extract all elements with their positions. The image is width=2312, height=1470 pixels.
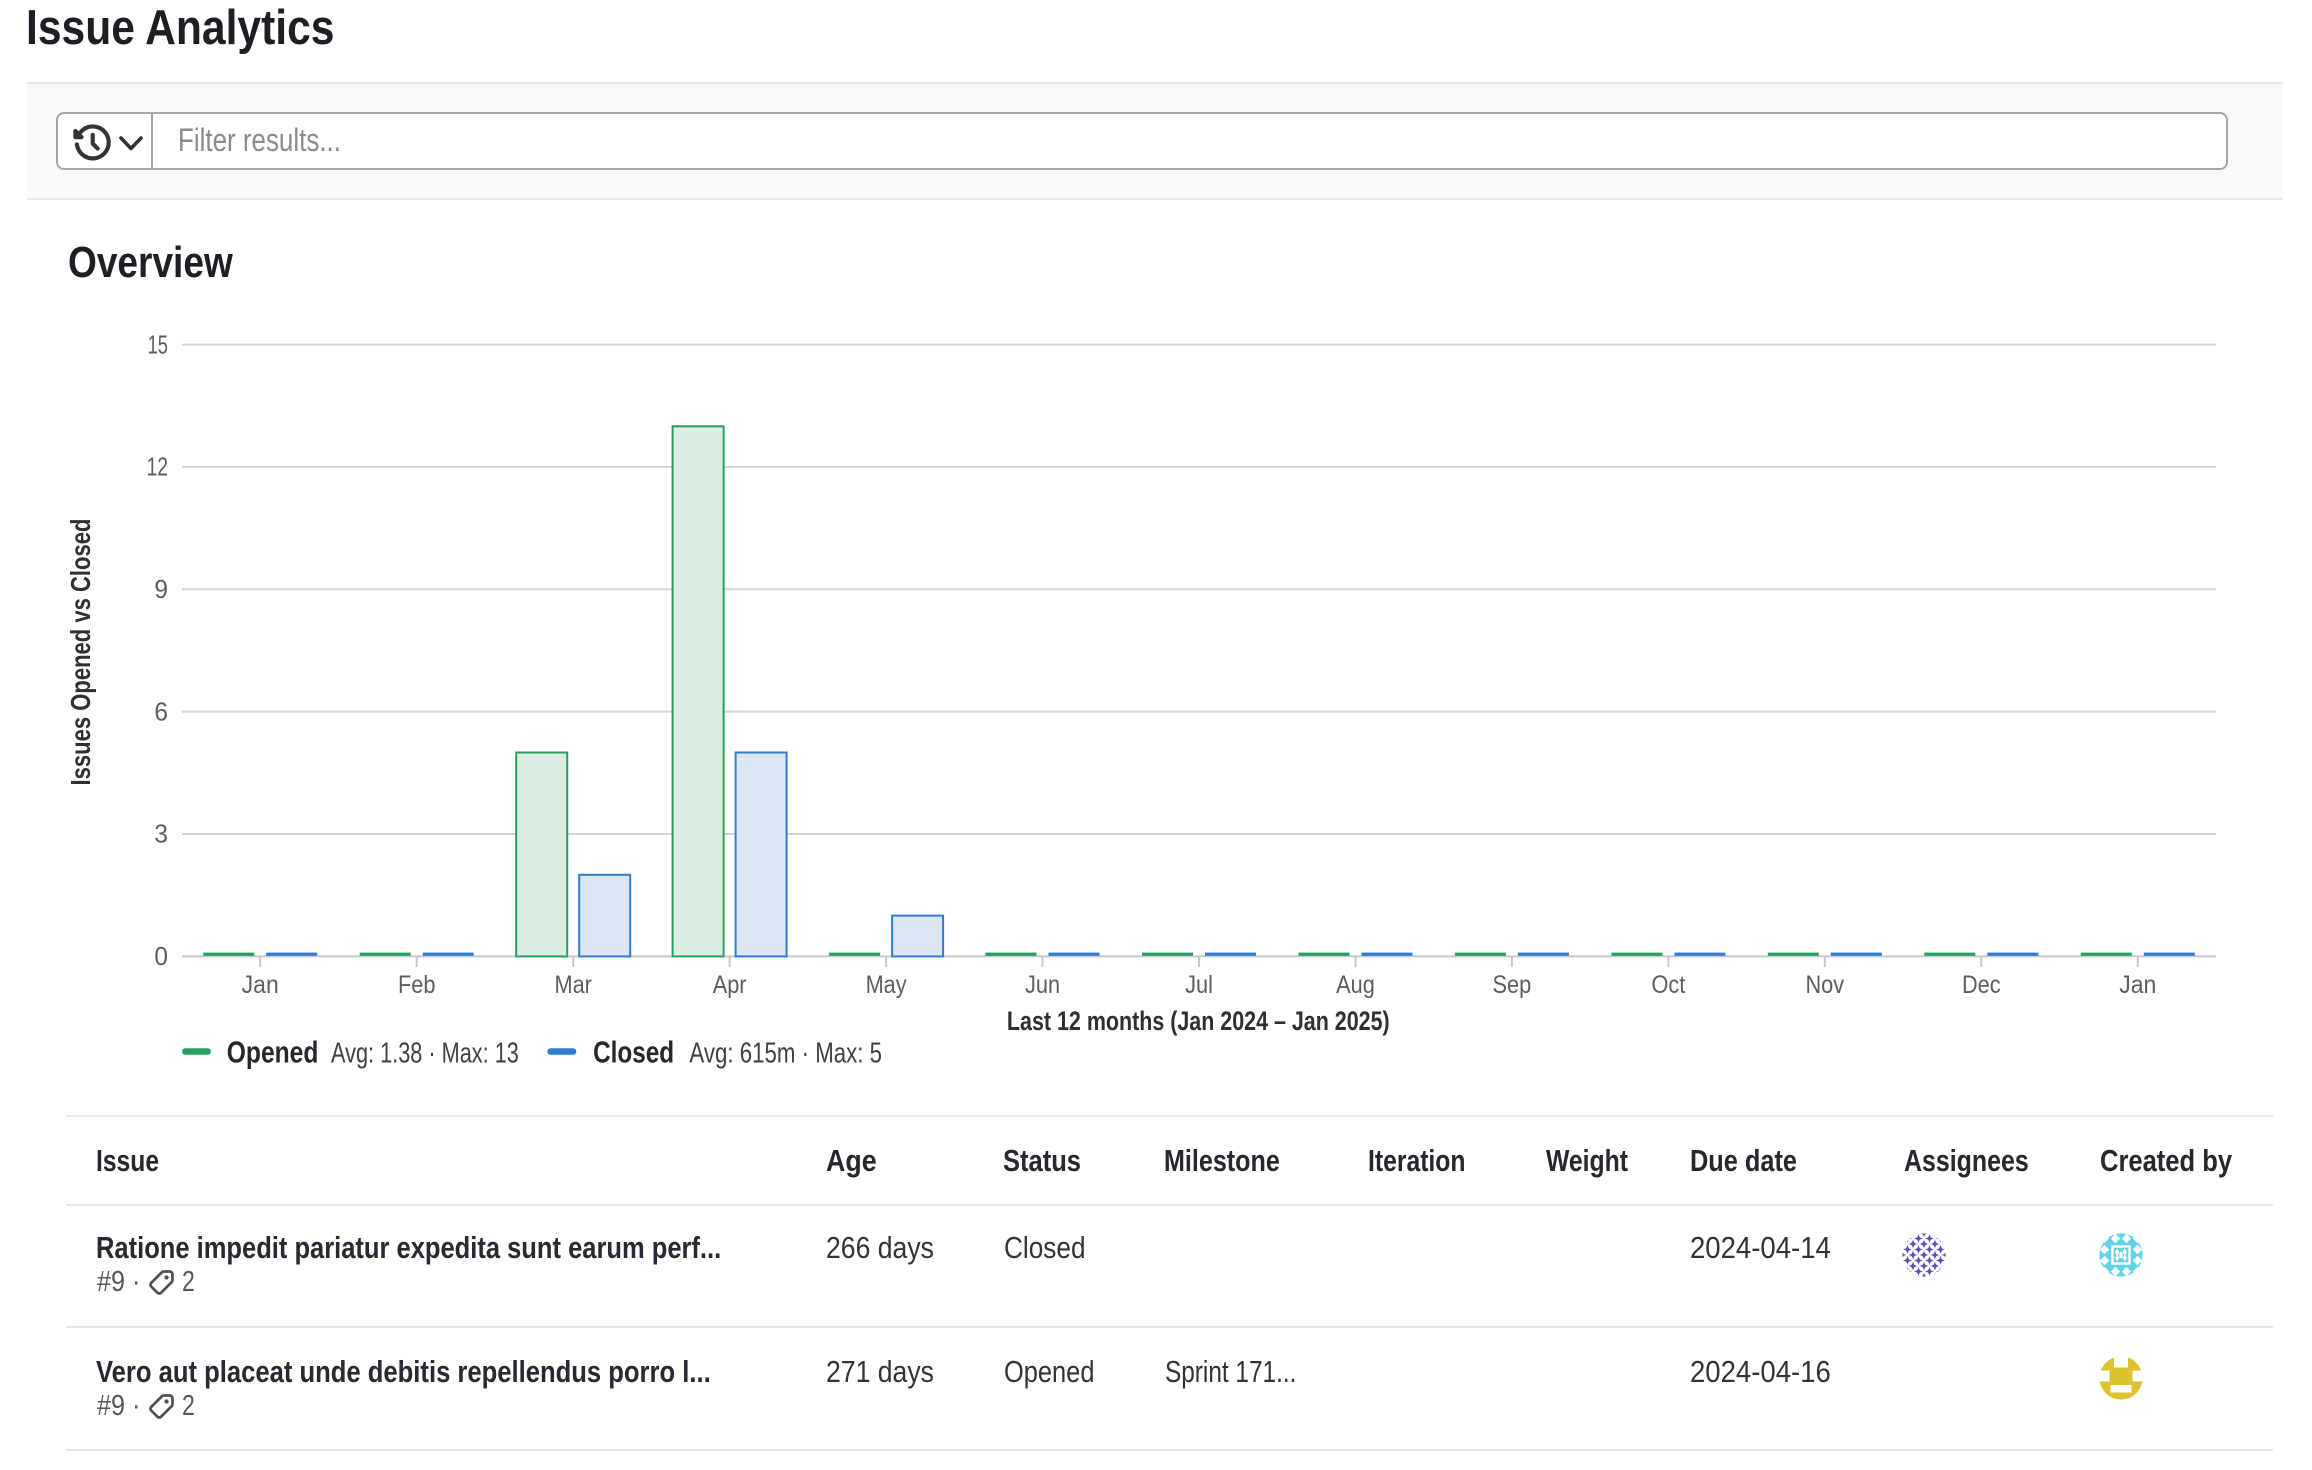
svg-text:May: May [866, 971, 907, 999]
svg-text:Opened: Opened [227, 1035, 319, 1069]
svg-text:Issues Opened vs Closed: Issues Opened vs Closed [66, 519, 97, 786]
svg-text:Oct: Oct [1651, 971, 1685, 999]
svg-text:Last 12 months (Jan 2024 – Jan: Last 12 months (Jan 2024 – Jan 2025) [1007, 1007, 1390, 1037]
svg-text:15: 15 [148, 330, 168, 359]
svg-text:Jun: Jun [1025, 971, 1060, 999]
svg-text:Feb: Feb [398, 971, 435, 999]
svg-text:Jul: Jul [1185, 971, 1213, 999]
svg-text:Apr: Apr [713, 971, 747, 999]
svg-text:Mar: Mar [554, 971, 592, 999]
svg-text:9: 9 [154, 575, 168, 604]
svg-text:0: 0 [154, 942, 168, 971]
svg-text:Jan: Jan [242, 971, 279, 999]
svg-text:Closed: Closed [593, 1035, 674, 1070]
svg-text:Dec: Dec [1962, 971, 2001, 999]
svg-text:Avg: 615m · Max: 5: Avg: 615m · Max: 5 [689, 1038, 882, 1069]
svg-text:12: 12 [147, 452, 168, 482]
svg-text:Jan: Jan [2119, 971, 2156, 999]
svg-text:Nov: Nov [1805, 971, 1844, 999]
svg-text:3: 3 [154, 820, 168, 849]
svg-text:Sep: Sep [1493, 971, 1532, 999]
svg-text:Avg: 1.38 · Max: 13: Avg: 1.38 · Max: 13 [331, 1038, 519, 1070]
svg-text:Aug: Aug [1336, 971, 1375, 999]
svg-text:6: 6 [154, 698, 168, 727]
